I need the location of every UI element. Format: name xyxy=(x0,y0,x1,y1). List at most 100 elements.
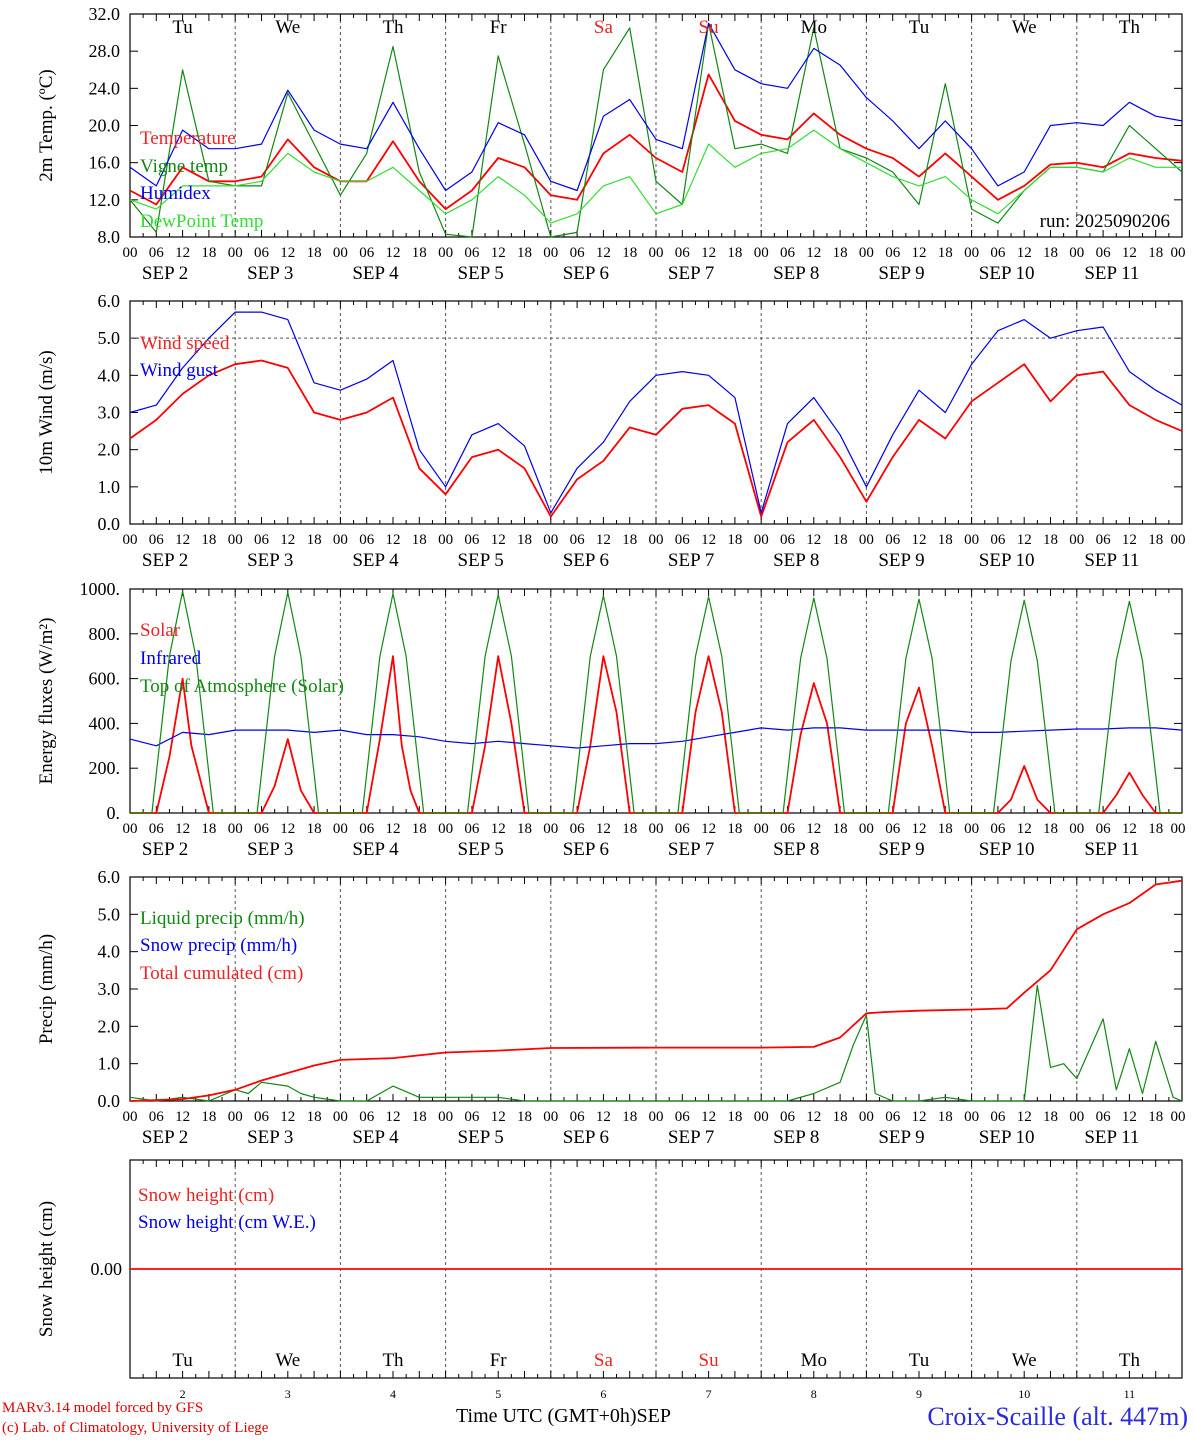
energy-hour-label: 00 xyxy=(228,821,243,837)
temp-hour-label: 06 xyxy=(1096,245,1112,261)
temp-date-label: SEP 9 xyxy=(878,263,924,284)
temp-hour-label: 00 xyxy=(1171,245,1186,261)
top-day-name: Tu xyxy=(172,17,193,38)
wind-hour-label: 18 xyxy=(307,532,322,548)
temp-date-label: SEP 2 xyxy=(142,263,188,284)
wind-hour-label: 06 xyxy=(990,532,1006,548)
energy-hour-label: 12 xyxy=(1122,821,1137,837)
wind-legend-0: Wind speed xyxy=(140,333,230,354)
precip-hour-label: 00 xyxy=(438,1109,453,1125)
wind-hour-label: 06 xyxy=(464,532,480,548)
top-day-name: Sa xyxy=(594,17,614,38)
energy-hour-label: 18 xyxy=(201,821,216,837)
snow-legend-1: Snow height (cm W.E.) xyxy=(138,1212,316,1233)
wind-hour-label: 18 xyxy=(622,532,637,548)
temp-hour-label: 18 xyxy=(201,245,216,261)
wind-hour-label: 06 xyxy=(885,532,901,548)
bottom-day-name: We xyxy=(275,1350,300,1371)
precip-ytick-label: 0.0 xyxy=(98,1091,121,1111)
wind-hour-label: 12 xyxy=(912,532,927,548)
temp-series-humidex xyxy=(129,22,1183,192)
precip-panel xyxy=(129,876,1183,1102)
wind-hour-label: 00 xyxy=(649,532,664,548)
temp-hour-label: 00 xyxy=(1069,245,1084,261)
energy-hour-label: 00 xyxy=(123,821,138,837)
wind-hour-label: 12 xyxy=(175,532,190,548)
bottom-day-name: Su xyxy=(699,1350,720,1371)
energy-ytick-label: 800. xyxy=(89,624,121,644)
top-day-name: We xyxy=(275,17,300,38)
precip-ytick-label: 6.0 xyxy=(98,867,121,887)
energy-hour-label: 18 xyxy=(517,821,532,837)
temp-series-vigne-temp xyxy=(129,22,1183,238)
energy-ylabel: Energy fluxes (W/m²) xyxy=(36,618,57,785)
energy-hour-label: 18 xyxy=(307,821,322,837)
bottom-day-name: Fr xyxy=(490,1350,508,1371)
precip-date-label: SEP 9 xyxy=(878,1127,924,1148)
energy-hour-label: 12 xyxy=(1017,821,1032,837)
wind-date-label: SEP 2 xyxy=(142,550,188,571)
bottom-day-number: 10 xyxy=(1018,1387,1030,1401)
temp-hour-label: 06 xyxy=(149,245,165,261)
precip-hour-label: 12 xyxy=(912,1109,927,1125)
run-label: run: 2025090206 xyxy=(1040,211,1170,232)
wind-hour-label: 12 xyxy=(1017,532,1032,548)
precip-hour-label: 00 xyxy=(1069,1109,1084,1125)
temp-date-label: SEP 10 xyxy=(979,263,1035,284)
energy-legend-2: Top of Atmosphere (Solar) xyxy=(140,676,344,697)
temp-panel xyxy=(129,13,1183,238)
energy-date-label: SEP 5 xyxy=(458,839,504,860)
energy-hour-label: 18 xyxy=(622,821,637,837)
temp-hour-label: 18 xyxy=(1148,245,1163,261)
wind-hour-label: 00 xyxy=(228,532,243,548)
wind-hour-label: 12 xyxy=(280,532,295,548)
wind-date-label: SEP 10 xyxy=(979,550,1035,571)
energy-hour-label: 12 xyxy=(386,821,401,837)
wind-hour-label: 00 xyxy=(1069,532,1084,548)
energy-date-label: SEP 10 xyxy=(979,839,1035,860)
wind-hour-label: 18 xyxy=(833,532,848,548)
energy-hour-label: 00 xyxy=(964,821,979,837)
wind-date-label: SEP 7 xyxy=(668,550,714,571)
bottom-day-number: 8 xyxy=(811,1387,817,1401)
temp-hour-label: 00 xyxy=(438,245,453,261)
bottom-day-name: Mo xyxy=(801,1350,827,1371)
precip-hour-label: 00 xyxy=(123,1109,138,1125)
snow-ytick-label: 0.00 xyxy=(91,1259,123,1279)
precip-ytick-label: 4.0 xyxy=(98,942,121,962)
temp-hour-label: 06 xyxy=(675,245,691,261)
temp-legend-0: Temperature xyxy=(140,128,236,149)
temp-hour-label: 12 xyxy=(280,245,295,261)
energy-date-label: SEP 8 xyxy=(773,839,819,860)
wind-ytick-label: 3.0 xyxy=(98,403,121,423)
energy-hour-label: 12 xyxy=(806,821,821,837)
wind-ytick-label: 6.0 xyxy=(98,291,121,311)
wind-ytick-label: 5.0 xyxy=(98,328,121,348)
bottom-day-number: 6 xyxy=(600,1387,606,1401)
temp-date-label: SEP 4 xyxy=(352,263,399,284)
energy-hour-label: 18 xyxy=(412,821,427,837)
wind-hour-label: 06 xyxy=(675,532,691,548)
energy-panel xyxy=(129,588,1183,814)
precip-hour-label: 12 xyxy=(806,1109,821,1125)
temp-date-label: SEP 3 xyxy=(247,263,293,284)
energy-ytick-label: 1000. xyxy=(80,579,121,599)
temp-hour-label: 06 xyxy=(359,245,375,261)
precip-hour-label: 00 xyxy=(1171,1109,1186,1125)
precip-hour-label: 06 xyxy=(1096,1109,1112,1125)
energy-hour-label: 18 xyxy=(727,821,742,837)
temp-hour-label: 12 xyxy=(491,245,506,261)
precip-legend-0: Liquid precip (mm/h) xyxy=(140,908,305,929)
temp-hour-label: 18 xyxy=(412,245,427,261)
wind-series-wind-speed xyxy=(129,359,1183,518)
temp-hour-label: 12 xyxy=(386,245,401,261)
wind-ytick-label: 1.0 xyxy=(98,477,121,497)
energy-date-label: SEP 9 xyxy=(878,839,924,860)
temp-series-dewpoint-temp xyxy=(129,129,1182,224)
energy-series-top-of-atmosphere-solar- xyxy=(130,590,1182,814)
wind-date-label: SEP 8 xyxy=(773,550,819,571)
energy-hour-label: 06 xyxy=(1096,821,1112,837)
energy-hour-label: 12 xyxy=(912,821,927,837)
temp-hour-label: 18 xyxy=(622,245,637,261)
energy-hour-label: 06 xyxy=(990,821,1006,837)
